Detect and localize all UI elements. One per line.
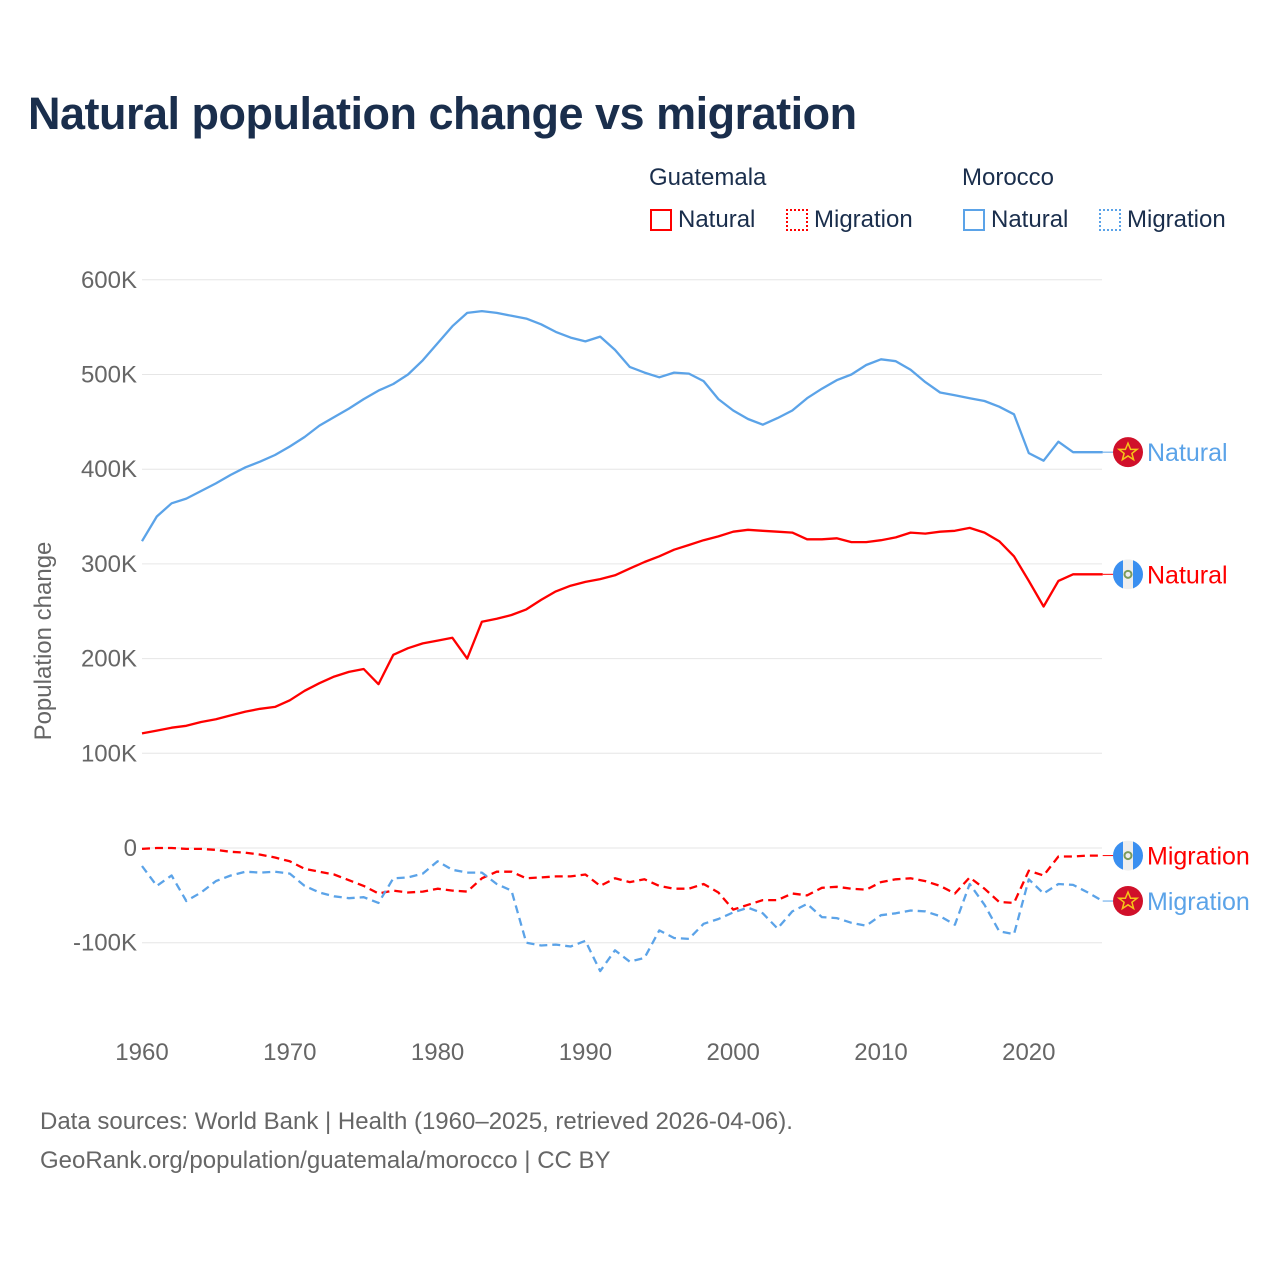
flag-blue-right [1133,840,1143,871]
star-icon [1116,890,1140,911]
legend-label: Natural [678,206,756,233]
y-tick-label: 600K [81,267,137,294]
legend-swatch-dotted [1099,209,1121,231]
flag-blue-left [1113,840,1123,871]
x-tick-label: 2010 [854,1039,907,1066]
legend-group-morocco: Morocco [962,164,1055,191]
series-end-label: Natural [1147,561,1228,589]
flag-stripes [1113,840,1143,871]
series-line-morocco-migration [141,860,1104,973]
legend-swatch-solid [650,209,672,231]
legend-morocco-migration[interactable]: Migration [1099,206,1226,234]
series-line-morocco-natural [141,309,1103,542]
y-tick-label: 500K [81,362,137,389]
morocco-flag-icon [1113,437,1143,468]
legend-swatch-solid [963,209,985,231]
series-end-label: Natural [1147,439,1228,467]
y-tick-label: 0 [124,835,137,862]
legend-morocco-natural[interactable]: Natural [963,206,1068,234]
x-tick-label: 2000 [707,1039,760,1066]
x-tick-label: 1960 [115,1039,168,1066]
x-tick-label: 1980 [411,1039,464,1066]
y-tick-label: 300K [81,551,137,578]
chart-title: Natural population change vs migration [28,88,857,139]
flag-background [1113,886,1143,917]
y-tick-label: 400K [81,456,137,483]
y-axis-label: Population change [30,542,57,741]
legend-label: Migration [1127,206,1226,233]
x-tick-label: 1990 [559,1039,612,1066]
star-icon [1116,441,1140,462]
series-end-label: Migration [1147,888,1250,916]
legend-group-guatemala: Guatemala [649,164,767,191]
guatemala-flag-icon [1113,559,1143,590]
footer-sources: Data sources: World Bank | Health (1960–… [40,1108,793,1135]
legend-guatemala-migration[interactable]: Migration [786,206,913,234]
flag-background [1113,437,1143,468]
legend-swatch-dotted [786,209,808,231]
flag-blue-right [1133,559,1143,590]
emblem-icon [1123,851,1133,861]
x-tick-label: 2020 [1002,1039,1055,1066]
footer-link[interactable]: GeoRank.org/population/guatemala/morocco… [40,1147,611,1174]
y-tick-label: 200K [81,646,137,673]
legend-label: Migration [814,206,913,233]
flag-blue-left [1113,559,1123,590]
legend-label: Natural [991,206,1069,233]
morocco-flag-icon [1113,886,1143,917]
series-line-guatemala-migration [141,846,1103,911]
emblem-icon [1123,569,1133,579]
flag-stripes [1113,559,1143,590]
legend-guatemala-natural[interactable]: Natural [650,206,755,234]
x-tick-label: 1970 [263,1039,316,1066]
y-tick-label: 100K [81,740,137,767]
series-end-label: Migration [1147,843,1250,871]
guatemala-flag-icon [1113,840,1143,871]
series-line-guatemala-natural [141,526,1103,735]
y-tick-label: -100K [73,930,137,957]
